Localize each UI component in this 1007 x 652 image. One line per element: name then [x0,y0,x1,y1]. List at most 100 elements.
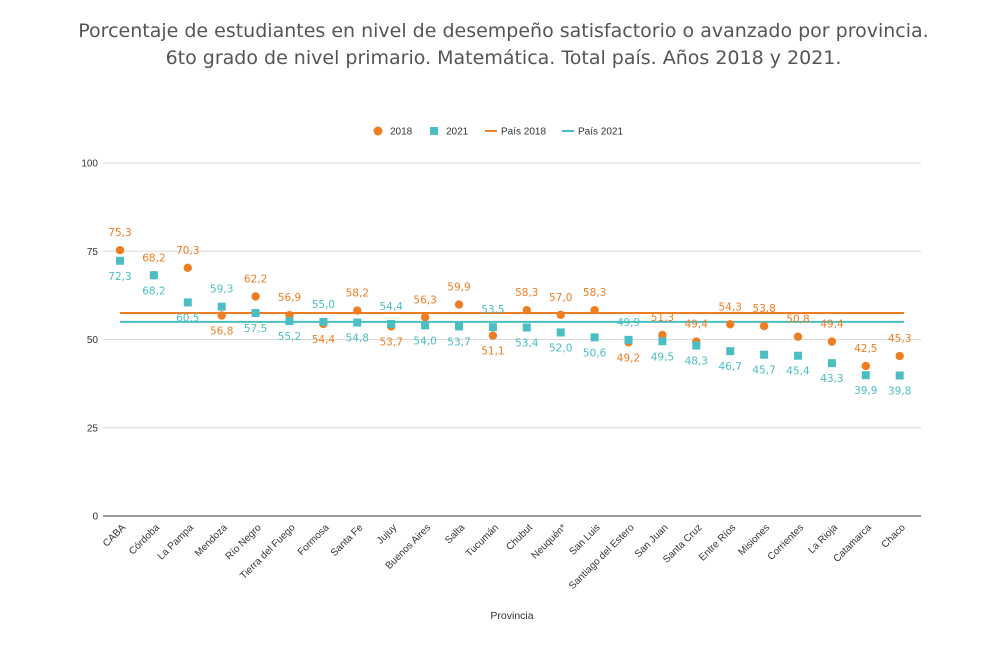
marker-2018 [454,300,464,309]
marker-2018 [251,292,260,301]
data-label-2021: 39,8 [888,386,911,398]
data-label-2018: 53,8 [752,303,775,315]
legend-label-pais-2018: País 2018 [501,127,546,138]
data-label-2021: 57,5 [244,323,267,335]
marker-2018 [115,245,125,255]
data-label-2018: 51,1 [481,346,504,358]
marker-2018 [217,311,226,320]
chart-title-line-2: 6to grado de nivel primario. Matemática.… [165,47,842,69]
data-label-2021: 49,9 [617,317,640,329]
marker-2018 [522,306,531,315]
data-label-2018: 58,2 [346,288,369,300]
data-label-2018: 75,3 [108,227,131,239]
x-tick-label: Corrientes [766,522,806,562]
legend-marker-2018 [373,126,383,136]
y-tick-label: 25 [87,423,99,434]
marker-2018 [895,351,904,361]
marker-2021 [861,371,870,380]
marker-2021 [760,350,769,359]
x-tick-label: San Luis [567,522,602,557]
data-label-2018: 49,4 [685,319,709,331]
marker-2021 [149,271,158,280]
x-tick-label: La Pampa [156,522,196,562]
data-label-2018: 54,3 [719,301,742,313]
data-label-2021: 50,6 [583,347,607,359]
legend-label-2021: 2021 [446,127,469,138]
data-label-2018: 54,4 [312,334,336,346]
y-tick-label: 50 [87,335,99,346]
x-tick-label: Tucumán [464,522,501,559]
data-label-2018: 58,3 [515,287,538,299]
x-tick-label: CABA [101,522,128,549]
marker-2021 [522,323,531,332]
data-label-2018: 51,3 [651,312,674,324]
data-label-2021: 48,3 [685,356,708,368]
data-label-2021: 43,3 [820,373,843,385]
marker-2021 [624,335,633,344]
marker-2021 [455,322,463,331]
marker-2021 [217,302,226,311]
data-label-2018: 42,5 [854,343,877,355]
data-label-2018: 45,3 [888,333,911,345]
x-tick-label: Santa Fe [329,522,366,559]
data-label-2021: 45,4 [786,366,810,378]
marker-2021 [658,337,667,346]
marker-2021 [387,319,396,328]
data-label-2021: 59,3 [210,284,233,296]
data-label-2021: 54,4 [380,301,404,313]
data-label-2021: 39,9 [854,385,877,397]
x-tick-label: Entre Ríos [697,522,738,563]
data-label-2021: 55,0 [312,299,335,311]
data-label-2021: 54,0 [413,335,436,347]
marker-2021 [421,321,430,330]
data-label-2021: 53,7 [447,336,470,348]
data-label-2018: 49,4 [820,319,844,331]
data-label-2021: 54,8 [346,333,369,345]
data-label-2021: 46,7 [719,361,742,373]
data-label-2018: 58,3 [583,287,606,299]
data-label-2018: 53,7 [380,336,403,348]
y-tick-label: 0 [92,512,98,523]
y-tick-label: 100 [81,159,98,170]
marker-2018 [488,331,498,340]
marker-2018 [183,263,192,273]
x-tick-label: Córdoba [127,522,162,557]
y-axis-ticks: 0 25 50 75 100 [81,159,98,523]
x-tick-label: Santiago del Estero [567,522,637,592]
marker-2018 [759,321,769,331]
marker-2021 [827,359,836,368]
x-tick-label: Chaco [880,522,909,551]
data-label-2021: 60,5 [176,312,199,324]
data-label-2021: 68,2 [142,285,165,297]
y-tick-label: 75 [87,247,99,258]
data-label-2018: 59,9 [447,282,470,294]
marker-2021 [285,317,294,326]
marker-2021 [590,333,599,342]
data-label-2018: 57,0 [549,292,572,304]
marker-2021 [895,371,904,380]
marker-2018 [658,330,667,340]
data-label-2018: 68,2 [142,252,165,264]
legend-label-pais-2021: País 2021 [578,127,623,138]
marker-2021 [556,328,565,337]
marker-2021 [794,351,802,360]
marker-2021 [183,298,192,307]
marker-2021 [692,341,701,350]
data-label-2021: 55,2 [278,331,301,343]
data-label-2018: 50,8 [786,314,809,326]
x-tick-label: La Rioja [806,522,840,556]
data-label-2018: 49,2 [617,352,640,364]
data-label-2021: 72,3 [108,271,131,283]
legend: 2018 2021 País 2018 País 2021 [373,126,623,138]
marker-2018 [827,337,837,346]
marker-2018 [726,320,735,329]
x-axis-title: Provincia [490,610,533,622]
data-label-2021: 53,5 [481,304,504,316]
x-tick-label: Chubut [504,522,535,553]
marker-2018 [590,306,599,315]
data-label-2018: 62,2 [244,273,267,285]
marker-2018 [420,313,430,322]
x-tick-label: Neuquén* [530,522,569,561]
